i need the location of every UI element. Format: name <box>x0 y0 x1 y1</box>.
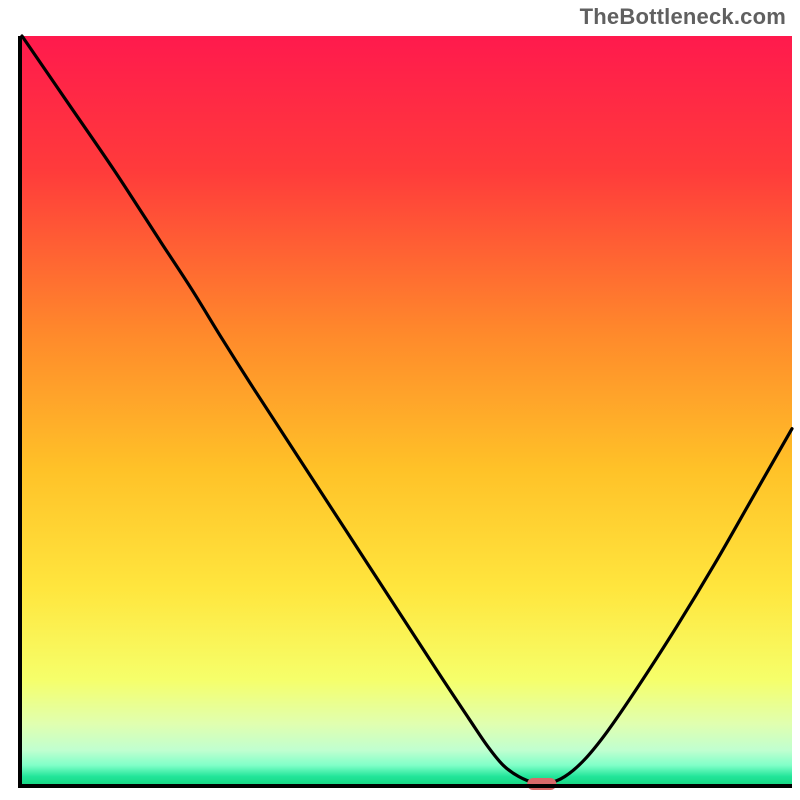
watermark-text: TheBottleneck.com <box>580 4 786 30</box>
y-axis <box>18 36 22 788</box>
x-axis <box>18 784 792 788</box>
plot-area <box>22 36 792 784</box>
curve-layer <box>22 36 792 784</box>
bottleneck-curve <box>22 36 792 783</box>
chart-frame: TheBottleneck.com <box>0 0 800 800</box>
